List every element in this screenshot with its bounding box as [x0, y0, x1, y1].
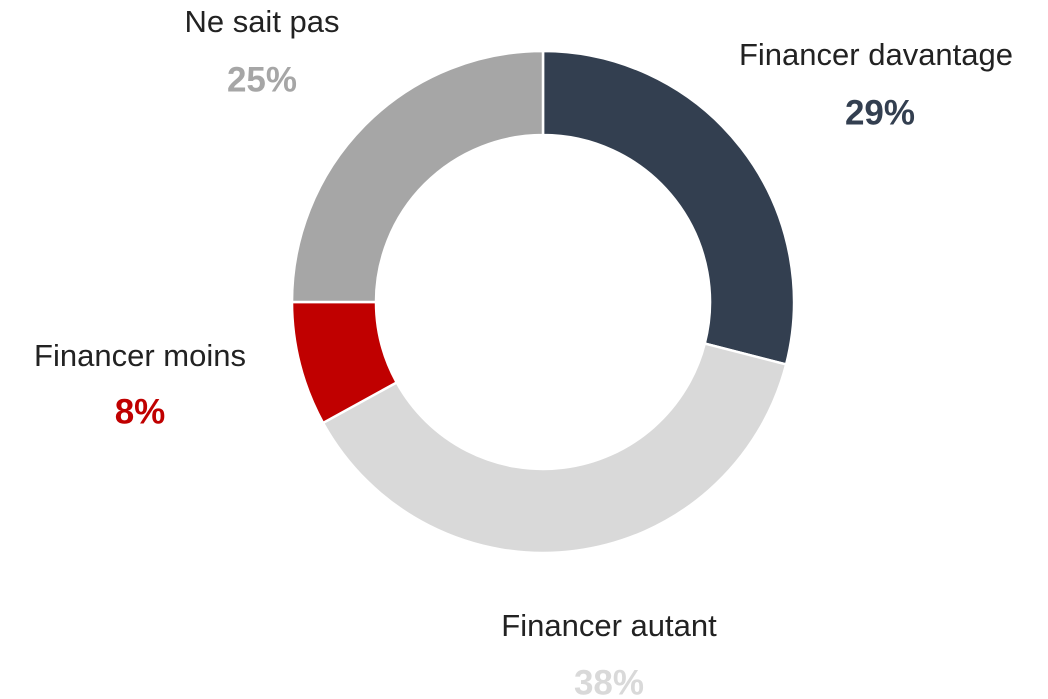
- value-label: 38%: [574, 663, 644, 699]
- donut-slice: [290, 49, 545, 304]
- value-label: 29%: [845, 93, 915, 132]
- value-label: 8%: [115, 392, 166, 431]
- category-label: Financer moins: [34, 338, 246, 373]
- category-label: Financer autant: [501, 608, 717, 643]
- category-label: Financer davantage: [739, 37, 1013, 72]
- value-label: 25%: [227, 60, 297, 99]
- category-label: Ne sait pas: [184, 4, 339, 39]
- donut-slice: [541, 49, 796, 366]
- donut-slice: [321, 342, 788, 555]
